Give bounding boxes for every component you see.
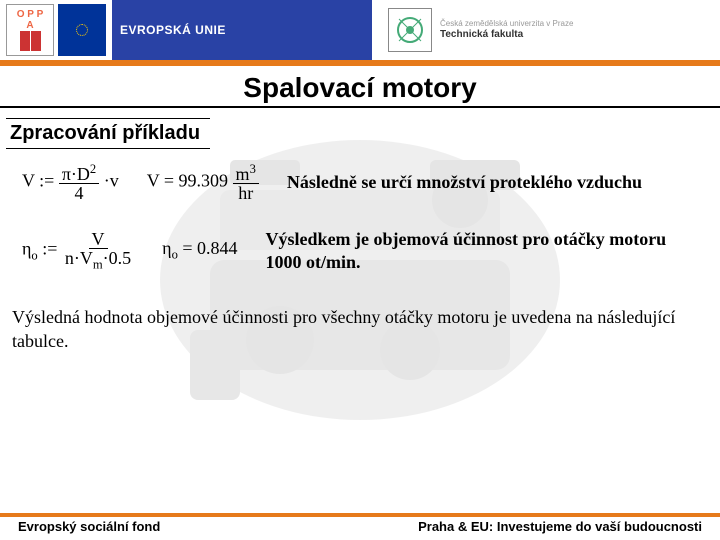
f2-den-a: n·V	[65, 248, 93, 268]
footer: Evropský sociální fond Praha & EU: Inves…	[0, 519, 720, 534]
f1v-lhs: V =	[147, 171, 174, 191]
subtitle-wrap: Zpracování příkladu	[0, 108, 720, 149]
formula-2-def: ηo := V n·Vm·0.5	[22, 230, 134, 271]
f2-den-sub: m	[93, 258, 103, 272]
eu-flag-icon	[67, 20, 97, 40]
formula-1-def: V := π·D2 4 ·v	[22, 163, 119, 202]
header: O P P A EVROPSKÁ UNIE Česká zemědělská u…	[0, 0, 720, 60]
f1-den: 4	[72, 184, 87, 202]
faculty-logo-icon	[388, 8, 432, 52]
f1-num: π·D	[62, 164, 90, 184]
faculty-name: Technická fakulta	[440, 29, 573, 41]
eu-text: EVROPSKÁ UNIE	[120, 24, 226, 36]
formula-2-val: ηo = 0.844	[162, 238, 237, 263]
footer-right: Praha & EU: Investujeme do vaší budoucno…	[418, 519, 702, 534]
oppa-label-top: O P P	[17, 9, 44, 20]
f1-lhs: V :=	[22, 171, 54, 191]
f2-lhs: η	[22, 239, 31, 259]
page-title: Spalovací motory	[0, 66, 720, 108]
desc-1: Následně se určí množství proteklého vzd…	[287, 171, 702, 194]
faculty-text: Česká zemědělská univerzita v Praze Tech…	[440, 19, 573, 41]
formula-row-2: ηo := V n·Vm·0.5 ηo = 0.844 Výsledkem je…	[22, 228, 702, 273]
formula-row-1: V := π·D2 4 ·v V = 99.309 m3 hr Následně…	[22, 163, 702, 202]
eu-logo	[58, 4, 106, 56]
desc-2: Výsledkem je objemová účinnost pro otáčk…	[266, 228, 702, 273]
f1v-unit-exp: 3	[250, 162, 256, 176]
oppa-logo: O P P A	[6, 4, 54, 56]
f2-assign: :=	[38, 239, 58, 259]
f2-num: V	[89, 230, 108, 249]
f1-tail: ·v	[104, 171, 119, 191]
f2v-num: 0.844	[197, 238, 238, 258]
summary-text: Výsledná hodnota objemové účinnosti pro …	[0, 299, 720, 354]
f1v-unit-num: m	[236, 164, 250, 184]
f2-den-b: ·0.5	[103, 248, 132, 268]
footer-left: Evropský sociální fond	[18, 519, 160, 534]
f2v-eq: =	[178, 238, 197, 258]
oppa-label-bottom: A	[26, 20, 33, 31]
university-name: Česká zemědělská univerzita v Praze	[440, 19, 573, 29]
f1-exp: 2	[90, 162, 96, 176]
f1v-num: 99.309	[179, 171, 229, 191]
f1v-unit-den: hr	[235, 184, 256, 202]
content: V := π·D2 4 ·v V = 99.309 m3 hr Následně…	[0, 149, 720, 273]
header-blue-band: EVROPSKÁ UNIE	[112, 0, 372, 60]
header-right: Česká zemědělská univerzita v Praze Tech…	[372, 0, 720, 60]
formula-1-val: V = 99.309 m3 hr	[147, 163, 259, 202]
f2v-lhs: η	[162, 238, 171, 258]
subtitle: Zpracování příkladu	[6, 118, 210, 149]
header-logos-left: O P P A	[0, 0, 106, 60]
